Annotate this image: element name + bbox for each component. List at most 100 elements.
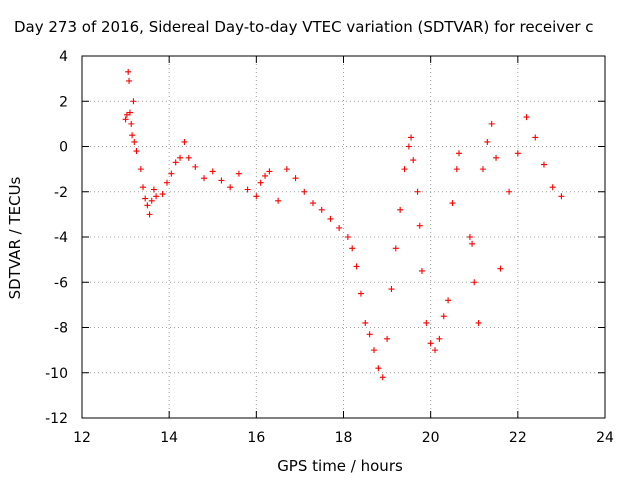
data-point (371, 347, 378, 354)
data-point (327, 215, 334, 222)
y-tick-label: -12 (45, 411, 68, 427)
y-tick-label: -6 (54, 275, 68, 291)
data-point (506, 188, 513, 195)
x-axis-label: GPS time / hours (277, 457, 403, 475)
data-point (257, 179, 264, 186)
data-point (445, 297, 452, 304)
data-point (126, 77, 133, 84)
x-tick-label: 22 (509, 430, 527, 446)
grid-lines (82, 56, 605, 418)
data-point (414, 188, 421, 195)
data-point (185, 154, 192, 161)
data-point (453, 166, 460, 173)
data-point (159, 191, 166, 198)
data-point (192, 163, 199, 170)
data-point (318, 206, 325, 213)
x-tick-label: 14 (160, 430, 178, 446)
data-point (523, 114, 530, 121)
data-point (353, 263, 360, 270)
data-point (262, 172, 269, 179)
y-tick-label: -10 (45, 366, 68, 382)
data-point (292, 175, 299, 182)
data-point (558, 193, 565, 200)
data-point (153, 193, 160, 200)
y-tick-label: -4 (54, 230, 68, 246)
data-point (405, 143, 412, 150)
data-point (410, 157, 417, 164)
data-point (493, 154, 500, 161)
data-point (150, 186, 157, 193)
x-tick-label: 12 (73, 430, 91, 446)
data-point (432, 347, 439, 354)
data-point (375, 365, 382, 372)
data-point (125, 68, 132, 75)
data-point (177, 154, 184, 161)
data-point (455, 150, 462, 157)
x-tick-label: 24 (596, 430, 614, 446)
data-point (275, 197, 282, 204)
data-point (475, 319, 482, 326)
plot-frame (81, 55, 606, 419)
data-point (142, 195, 149, 202)
data-point (540, 161, 547, 168)
data-point (362, 319, 369, 326)
data-point (137, 166, 144, 173)
data-point (336, 224, 343, 231)
data-point (344, 234, 351, 240)
data-point (388, 286, 395, 293)
y-tick-labels: -12 -10 -8 -6 -4 -2 0 2 4 (45, 49, 68, 427)
data-point (436, 335, 443, 342)
data-point (469, 240, 476, 247)
x-tick-labels: 12 14 16 18 20 22 24 (73, 430, 614, 446)
data-point (253, 193, 260, 200)
data-point (146, 211, 153, 218)
data-point (244, 186, 251, 193)
data-point (497, 265, 504, 272)
data-point (309, 200, 316, 207)
data-point (488, 120, 495, 127)
data-point (366, 331, 373, 338)
data-point (379, 374, 386, 381)
data-point (266, 168, 273, 175)
data-point (122, 116, 129, 123)
data-point (129, 132, 136, 139)
chart-title: Day 273 of 2016, Sidereal Day-to-day VTE… (14, 18, 594, 36)
data-point (408, 134, 415, 141)
data-point (140, 184, 147, 191)
x-tick-label: 18 (335, 430, 353, 446)
data-point (423, 319, 430, 326)
data-point (168, 170, 175, 177)
data-point (131, 138, 138, 145)
y-tick-label: -8 (54, 321, 68, 337)
y-tick-label: 0 (59, 140, 68, 156)
data-point (349, 245, 356, 252)
data-point (471, 279, 478, 286)
data-point (418, 267, 425, 274)
data-point (126, 109, 133, 116)
data-point (123, 111, 130, 118)
data-point (549, 184, 556, 191)
data-point (133, 148, 140, 155)
data-point (416, 222, 423, 229)
data-point (209, 168, 216, 175)
data-point (283, 166, 290, 173)
data-point (484, 138, 491, 145)
data-point (532, 134, 539, 141)
data-point (357, 290, 364, 297)
data-point (440, 313, 447, 320)
data-point (479, 166, 486, 173)
data-points (122, 68, 565, 381)
y-axis-label: SDTVAR / TECUs (6, 176, 24, 299)
data-point (148, 197, 155, 204)
data-point (401, 166, 408, 173)
data-point (235, 170, 242, 177)
data-point (172, 159, 179, 166)
data-point (301, 188, 308, 195)
data-point (466, 234, 473, 240)
y-tick-label: 2 (59, 94, 68, 110)
data-point (201, 175, 208, 182)
y-tick-label: -2 (54, 185, 68, 201)
x-tick-label: 16 (247, 430, 265, 446)
data-point (384, 335, 391, 342)
